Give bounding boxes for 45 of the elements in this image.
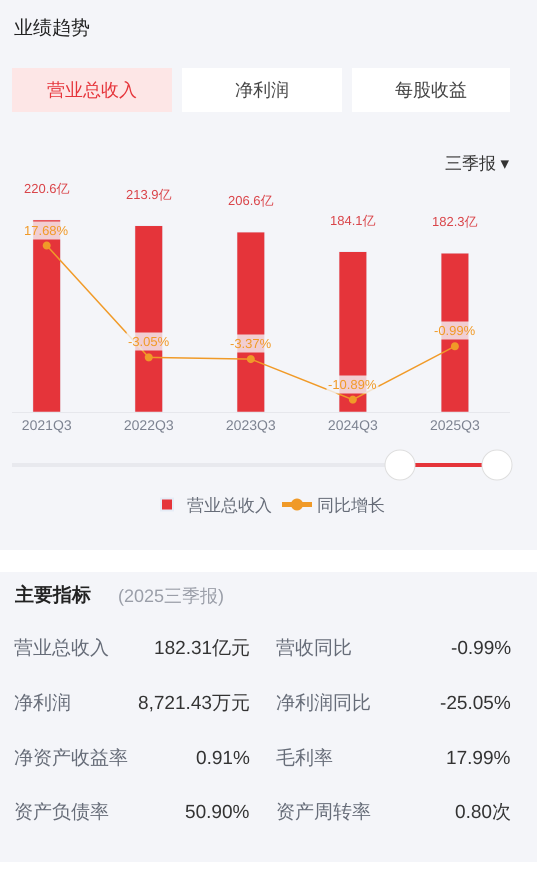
data-label: 17.68% (24, 223, 69, 238)
data-label: -10.89% (328, 377, 377, 392)
text: 营业总收入 (14, 638, 109, 659)
point (144, 353, 153, 362)
data-label: 182.3亿 (432, 214, 478, 229)
text: 营收同比 (276, 638, 352, 659)
text: 资产周转率 (276, 801, 371, 823)
data-label: -3.05% (128, 334, 170, 349)
text: 营业总收入 (47, 80, 137, 100)
x-tick-label: 2024Q3 (328, 416, 378, 433)
legend-label: 同比增长 (317, 496, 385, 516)
point (246, 355, 255, 364)
text: 净利润 (235, 80, 289, 100)
text: 8,721.43万元 (138, 693, 250, 714)
text: 净利润同比 (276, 692, 371, 714)
text: 主要指标 (14, 584, 91, 606)
legend-label: 营业总收入 (187, 496, 272, 516)
text: (2025三季报) (118, 586, 224, 606)
data-label: -0.99% (434, 323, 476, 338)
point (348, 396, 357, 404)
data-label: 206.6亿 (228, 193, 274, 208)
data-label: -3.37% (230, 336, 272, 351)
text: 三季报 ▾ (445, 154, 510, 173)
x-tick-label: 2021Q3 (22, 416, 72, 433)
text: 毛利率 (276, 747, 333, 769)
data-label: 220.6亿 (24, 181, 70, 196)
point (450, 342, 459, 350)
text: 0.80次 (455, 802, 511, 823)
text: 净资产收益率 (14, 747, 128, 769)
point (42, 242, 51, 250)
chart-title: 业绩趋势 (14, 18, 90, 39)
x-tick-label: 2022Q3 (124, 416, 174, 433)
text: 净利润 (14, 692, 71, 714)
data-label: 184.1亿 (330, 213, 376, 228)
x-tick-label: 2023Q3 (226, 416, 276, 433)
text: -0.99% (451, 638, 512, 659)
text: 资产负债率 (14, 801, 109, 823)
text: -25.05% (440, 693, 511, 714)
text: 50.90% (185, 802, 250, 823)
text: 17.99% (446, 748, 511, 769)
text: 每股收益 (395, 80, 467, 100)
x-tick-label: 2025Q3 (430, 416, 480, 433)
data-label: 213.9亿 (126, 187, 172, 202)
text: 182.31亿元 (154, 638, 250, 659)
text: 0.91% (196, 748, 250, 769)
